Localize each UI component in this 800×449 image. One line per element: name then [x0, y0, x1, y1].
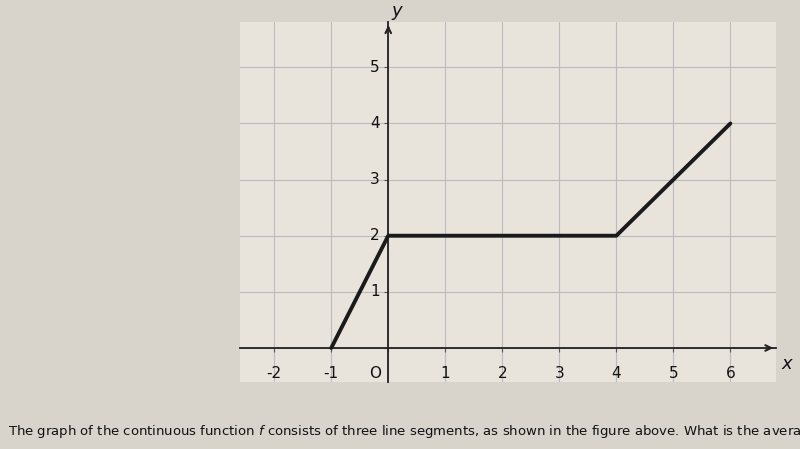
Text: 1: 1	[370, 284, 380, 299]
Text: -1: -1	[324, 366, 338, 381]
Text: x: x	[782, 355, 792, 373]
Text: The graph of the continuous function ​​$f$​​ consists of three line segments, as: The graph of the continuous function ​​$…	[8, 423, 800, 440]
Text: 2: 2	[370, 228, 380, 243]
Text: 5: 5	[370, 60, 380, 75]
Text: y: y	[391, 2, 402, 20]
Text: 3: 3	[370, 172, 380, 187]
Text: 2: 2	[498, 366, 507, 381]
Text: 4: 4	[611, 366, 621, 381]
Text: 1: 1	[441, 366, 450, 381]
Text: 5: 5	[669, 366, 678, 381]
Text: -2: -2	[266, 366, 282, 381]
Text: 3: 3	[554, 366, 564, 381]
Text: 6: 6	[726, 366, 735, 381]
Text: O: O	[370, 366, 382, 381]
Text: 4: 4	[370, 116, 380, 131]
